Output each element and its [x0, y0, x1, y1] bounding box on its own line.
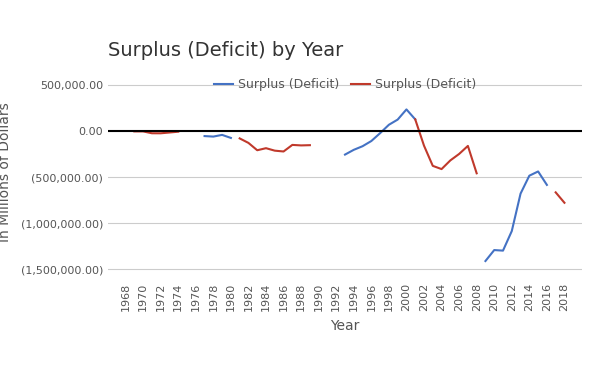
Line: Surplus (Deficit): Surplus (Deficit) [134, 131, 178, 133]
Legend: Surplus (Deficit), Surplus (Deficit): Surplus (Deficit), Surplus (Deficit) [209, 73, 481, 96]
Surplus (Deficit) [157, 131, 164, 135]
X-axis label: Year: Year [331, 319, 359, 333]
Text: Surplus (Deficit) by Year: Surplus (Deficit) by Year [108, 41, 343, 60]
Surplus (Deficit) [140, 129, 147, 134]
Surplus (Deficit) [148, 131, 155, 135]
Y-axis label: In Millions of Dollars: In Millions of Dollars [0, 103, 13, 242]
Surplus (Deficit) [131, 129, 138, 134]
Surplus (Deficit) [175, 129, 182, 134]
Surplus (Deficit) [166, 130, 173, 135]
